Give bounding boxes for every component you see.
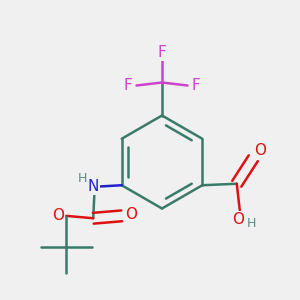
Text: F: F bbox=[191, 78, 200, 93]
Text: O: O bbox=[254, 143, 266, 158]
Text: O: O bbox=[125, 207, 137, 222]
Text: O: O bbox=[232, 212, 244, 227]
Text: F: F bbox=[124, 78, 133, 93]
Text: N: N bbox=[88, 179, 99, 194]
Text: H: H bbox=[247, 217, 256, 230]
Text: O: O bbox=[52, 208, 64, 223]
Text: H: H bbox=[78, 172, 87, 185]
Text: F: F bbox=[158, 45, 166, 60]
